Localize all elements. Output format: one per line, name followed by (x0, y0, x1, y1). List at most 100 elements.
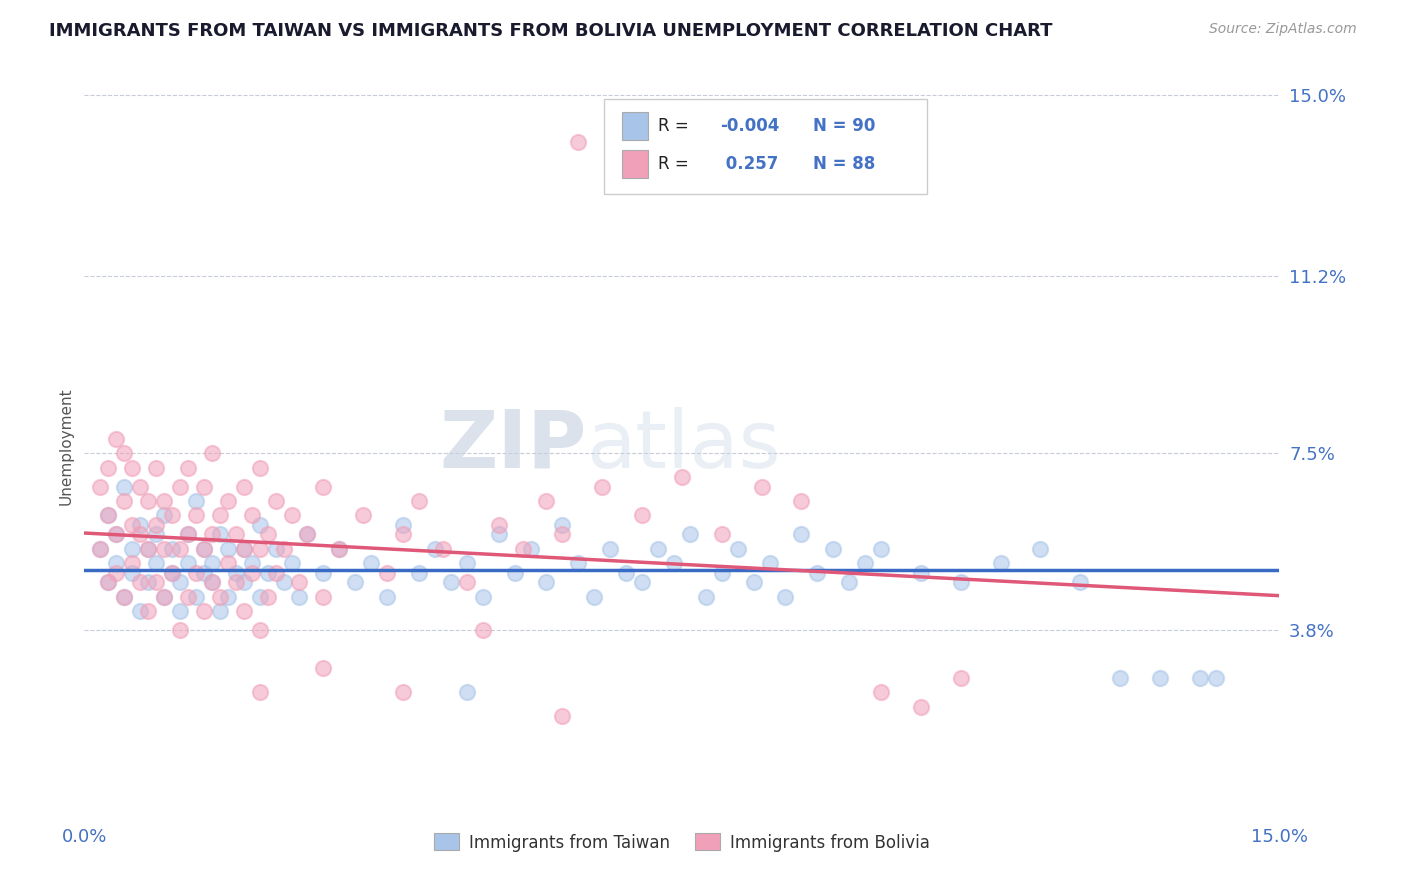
Text: ZIP: ZIP (439, 407, 586, 485)
Point (949, 671, 972, 685)
Point (193, 480, 215, 494)
Point (583, 590, 606, 604)
Point (456, 575, 478, 590)
Point (503, 566, 526, 580)
Point (312, 590, 335, 604)
Point (225, 527, 247, 541)
Point (225, 575, 247, 590)
Point (208, 604, 231, 618)
Point (112, 480, 135, 494)
Point (145, 460, 167, 475)
Point (136, 541, 159, 556)
Point (129, 604, 152, 618)
Point (1069, 575, 1091, 590)
Point (169, 575, 191, 590)
Point (177, 527, 200, 541)
Point (536, 575, 558, 590)
Point (217, 556, 239, 570)
Point (112, 494, 135, 508)
Point (599, 541, 621, 556)
FancyBboxPatch shape (605, 99, 927, 194)
Point (121, 460, 143, 475)
Point (201, 575, 224, 590)
Point (169, 541, 191, 556)
Bar (623, 112, 648, 140)
Point (153, 541, 176, 556)
Point (312, 480, 335, 494)
Point (352, 508, 374, 523)
Text: IMMIGRANTS FROM TAIWAN VS IMMIGRANTS FROM BOLIVIA UNEMPLOYMENT CORRELATION CHART: IMMIGRANTS FROM TAIWAN VS IMMIGRANTS FRO… (49, 22, 1053, 40)
Point (392, 527, 415, 541)
Point (97, 508, 120, 523)
Point (201, 446, 224, 460)
Point (392, 517, 415, 532)
Point (97, 575, 120, 590)
Point (567, 556, 589, 570)
Point (679, 527, 702, 541)
Point (112, 590, 135, 604)
Text: atlas: atlas (586, 407, 780, 485)
Point (121, 556, 143, 570)
Point (328, 541, 350, 556)
Point (312, 661, 335, 675)
Point (177, 460, 200, 475)
Text: Source: ZipAtlas.com: Source: ZipAtlas.com (1209, 22, 1357, 37)
Point (249, 590, 271, 604)
Point (551, 709, 574, 723)
Point (232, 541, 254, 556)
Point (853, 556, 876, 570)
Point (375, 590, 398, 604)
Point (423, 541, 446, 556)
Point (201, 575, 224, 590)
Point (551, 527, 574, 541)
Point (169, 480, 191, 494)
Point (201, 527, 224, 541)
Point (273, 575, 295, 590)
Point (790, 527, 813, 541)
Point (129, 517, 152, 532)
Point (177, 527, 200, 541)
Point (184, 508, 207, 523)
Point (97, 575, 120, 590)
Point (695, 590, 717, 604)
Point (512, 541, 534, 556)
Point (193, 541, 215, 556)
Point (249, 517, 271, 532)
Point (256, 566, 278, 580)
Point (217, 541, 239, 556)
Point (488, 517, 510, 532)
Point (97, 460, 120, 475)
Point (208, 590, 231, 604)
Point (990, 556, 1012, 570)
Point (631, 508, 654, 523)
Point (160, 508, 183, 523)
Point (536, 494, 558, 508)
Point (727, 541, 749, 556)
Point (217, 494, 239, 508)
Point (193, 604, 215, 618)
Point (662, 556, 685, 570)
Point (591, 480, 613, 494)
Point (710, 527, 733, 541)
Point (249, 685, 271, 699)
Point (256, 527, 278, 541)
Point (136, 541, 159, 556)
Point (112, 590, 135, 604)
Point (758, 556, 780, 570)
Point (160, 566, 183, 580)
Point (201, 556, 224, 570)
Point (232, 575, 254, 590)
Point (105, 566, 128, 580)
Point (456, 556, 478, 570)
Point (249, 623, 271, 637)
Point (647, 541, 669, 556)
Point (823, 541, 845, 556)
Point (89, 541, 111, 556)
Point (710, 566, 733, 580)
Point (193, 566, 215, 580)
Point (249, 460, 271, 475)
Point (232, 480, 254, 494)
Point (297, 527, 319, 541)
Point (129, 527, 152, 541)
Text: N = 90: N = 90 (814, 118, 876, 136)
